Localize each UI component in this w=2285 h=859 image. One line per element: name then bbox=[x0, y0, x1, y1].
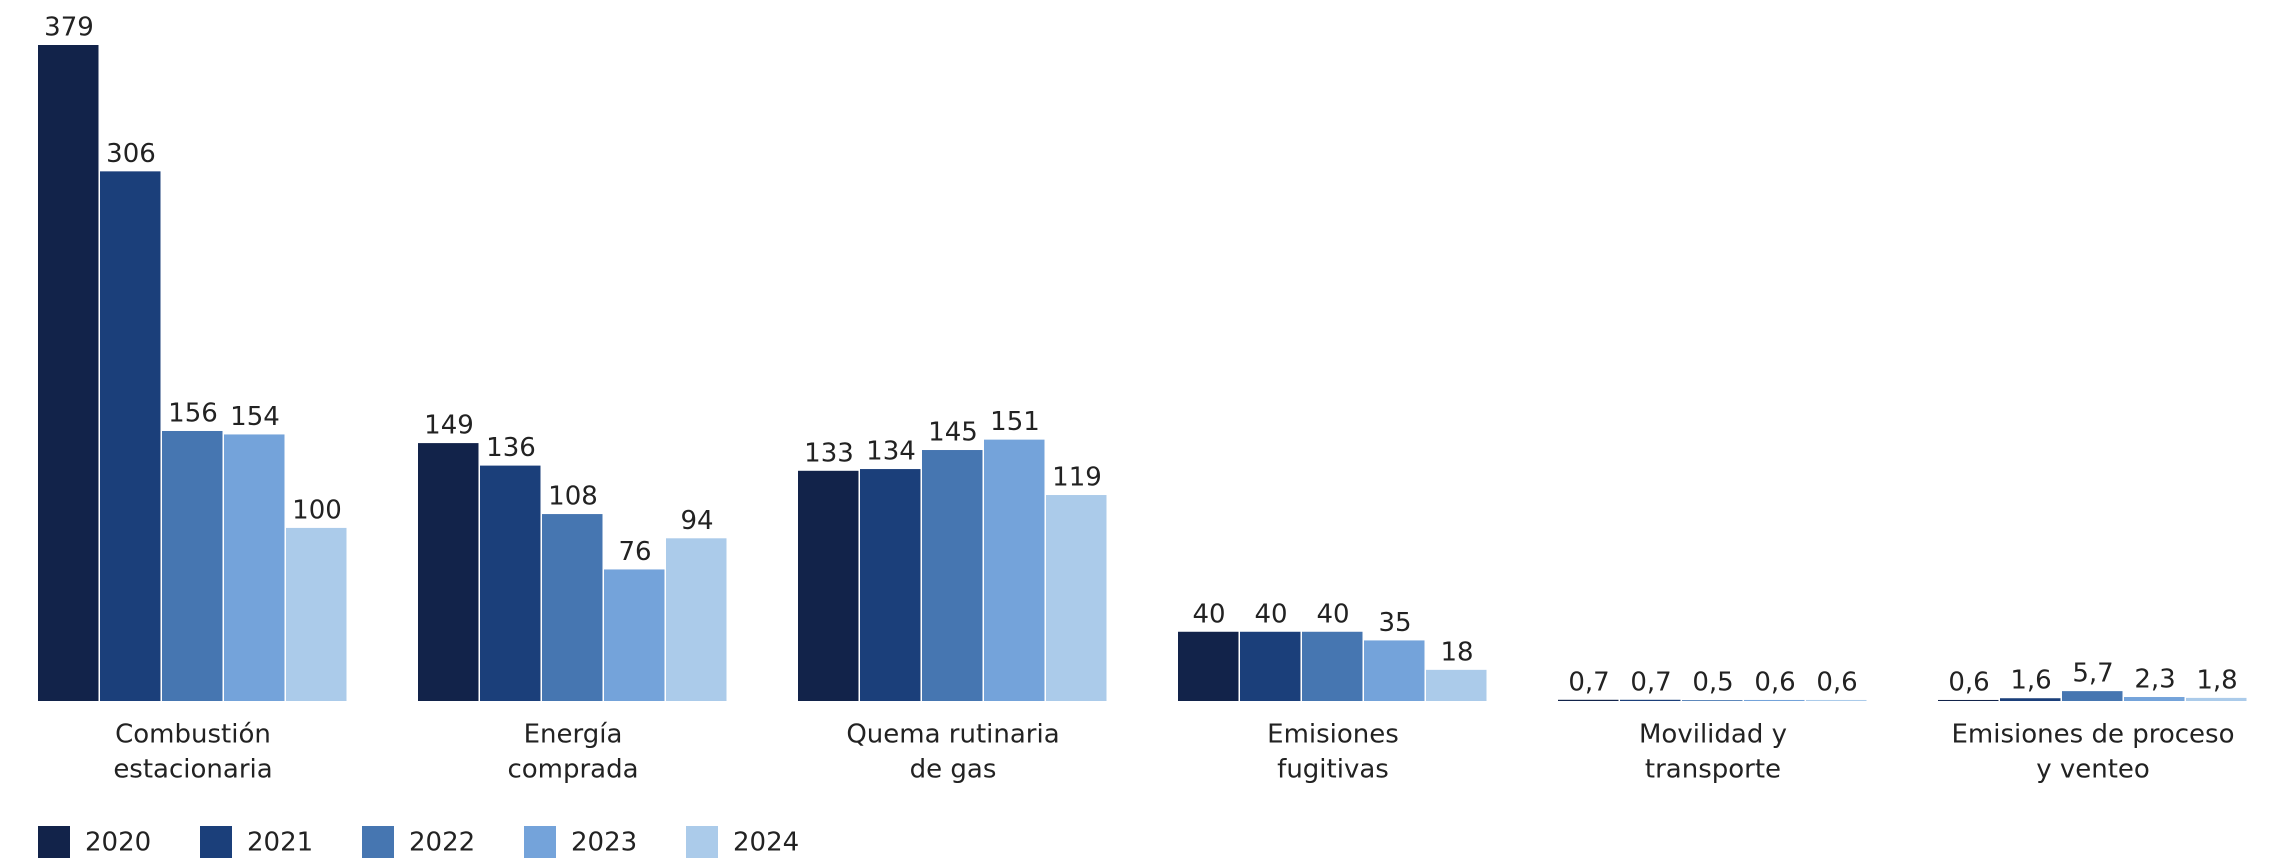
data-label: 1,8 bbox=[2196, 665, 2237, 695]
bar bbox=[1302, 631, 1363, 701]
data-label: 145 bbox=[928, 418, 978, 448]
legend-label: 2021 bbox=[247, 828, 313, 858]
legend-label: 2024 bbox=[733, 828, 799, 858]
data-label: 133 bbox=[804, 438, 854, 468]
bar bbox=[418, 443, 479, 701]
x-tick-label: Emisiones bbox=[1267, 720, 1399, 750]
bar bbox=[1938, 699, 1999, 701]
bar bbox=[1426, 669, 1487, 701]
x-tick-label: comprada bbox=[507, 755, 638, 785]
data-label: 0,6 bbox=[1754, 667, 1795, 697]
data-label: 0,6 bbox=[1948, 667, 1989, 697]
bar bbox=[2186, 697, 2247, 701]
legend-label: 2023 bbox=[571, 828, 637, 858]
bar bbox=[100, 171, 161, 701]
bar bbox=[2124, 697, 2185, 701]
bar bbox=[162, 430, 223, 701]
bar bbox=[286, 527, 347, 701]
data-label: 306 bbox=[106, 139, 156, 169]
x-tick-label: Combustión bbox=[115, 720, 271, 750]
x-tick-label: y venteo bbox=[2036, 755, 2150, 785]
data-label: 156 bbox=[168, 398, 218, 428]
bar bbox=[1806, 699, 1867, 701]
bar bbox=[604, 569, 665, 701]
bar bbox=[542, 514, 603, 701]
bar bbox=[480, 465, 541, 701]
x-tick-label: transporte bbox=[1645, 755, 1781, 785]
data-label: 108 bbox=[548, 482, 598, 512]
data-label: 1,6 bbox=[2010, 666, 2051, 696]
data-label: 0,6 bbox=[1816, 667, 1857, 697]
x-tick-label: de gas bbox=[910, 755, 997, 785]
data-label: 100 bbox=[292, 495, 342, 525]
data-label: 379 bbox=[44, 13, 94, 43]
data-label: 136 bbox=[486, 433, 536, 463]
data-label: 5,7 bbox=[2072, 659, 2113, 689]
data-label: 151 bbox=[990, 407, 1040, 437]
x-tick-label: fugitivas bbox=[1277, 755, 1389, 785]
data-label: 0,7 bbox=[1630, 667, 1671, 697]
data-label: 119 bbox=[1052, 463, 1102, 493]
bar bbox=[38, 45, 99, 701]
data-label: 0,5 bbox=[1692, 668, 1733, 698]
legend-swatch bbox=[524, 826, 556, 858]
bar bbox=[1620, 699, 1681, 701]
legend-label: 2022 bbox=[409, 828, 475, 858]
bar bbox=[1744, 699, 1805, 701]
bar bbox=[860, 469, 921, 701]
data-label: 134 bbox=[866, 437, 916, 467]
data-label: 18 bbox=[1440, 637, 1473, 667]
data-label: 40 bbox=[1316, 599, 1349, 629]
x-tick-label: Energía bbox=[524, 720, 623, 750]
x-tick-label: Quema rutinaria bbox=[846, 720, 1059, 750]
bar bbox=[1178, 631, 1239, 701]
data-label: 40 bbox=[1254, 599, 1287, 629]
bar bbox=[1046, 495, 1107, 701]
data-label: 154 bbox=[230, 402, 280, 432]
legend-label: 2020 bbox=[85, 828, 151, 858]
bar bbox=[224, 434, 285, 701]
data-label: 76 bbox=[618, 537, 651, 567]
data-label: 0,7 bbox=[1568, 667, 1609, 697]
x-tick-label: Emisiones de proceso bbox=[1952, 720, 2235, 750]
data-label: 2,3 bbox=[2134, 665, 2175, 695]
bar bbox=[922, 450, 983, 701]
data-label: 94 bbox=[680, 506, 713, 536]
data-label: 35 bbox=[1378, 608, 1411, 638]
data-label: 40 bbox=[1192, 599, 1225, 629]
legend-swatch bbox=[362, 826, 394, 858]
x-tick-label: estacionaria bbox=[113, 755, 272, 785]
x-tick-label: Movilidad y bbox=[1639, 720, 1787, 750]
bar bbox=[798, 470, 859, 701]
bar bbox=[1558, 699, 1619, 701]
legend-swatch bbox=[686, 826, 718, 858]
bar bbox=[666, 538, 727, 701]
legend-swatch bbox=[200, 826, 232, 858]
bar bbox=[2062, 691, 2123, 701]
bar bbox=[1682, 700, 1743, 701]
legend-swatch bbox=[38, 826, 70, 858]
bar bbox=[2000, 698, 2061, 701]
bar bbox=[984, 439, 1045, 701]
bar bbox=[1240, 631, 1301, 701]
bar bbox=[1364, 640, 1425, 701]
data-label: 149 bbox=[424, 411, 474, 441]
